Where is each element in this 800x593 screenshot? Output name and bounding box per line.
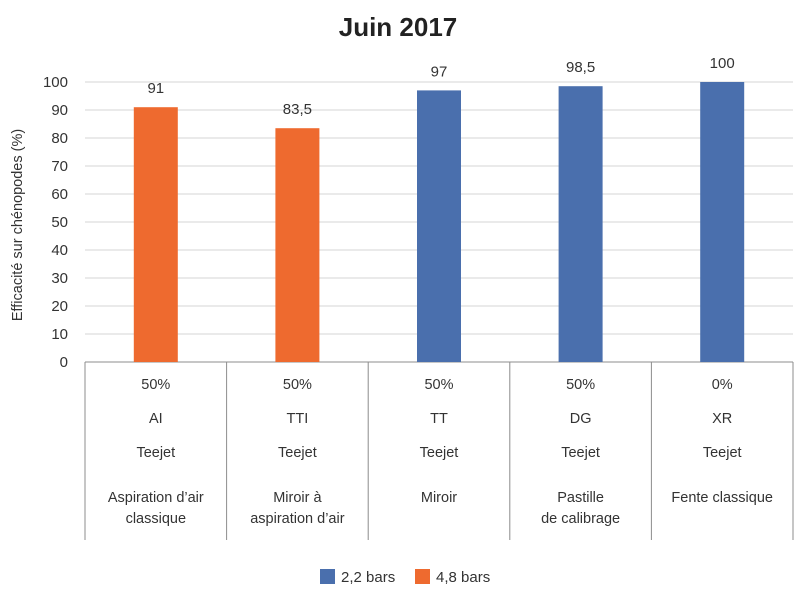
legend-label: 2,2 bars xyxy=(341,569,395,586)
y-tick-label: 30 xyxy=(51,270,68,287)
category-description: classique xyxy=(126,511,186,527)
y-tick-label: 50 xyxy=(51,214,68,231)
data-label: 97 xyxy=(431,63,448,80)
legend: 2,2 bars 4,8 bars xyxy=(320,569,490,586)
category-cell: Teejet xyxy=(278,445,317,461)
chart-title: Juin 2017 xyxy=(339,12,458,42)
y-tick-label: 70 xyxy=(51,158,68,175)
data-labels: 97 98,5 100 91 83,5 xyxy=(147,55,734,118)
category-cell: TTI xyxy=(287,411,309,427)
y-axis-title-group: Efficacité sur chénopodes (%) xyxy=(10,129,26,321)
y-tick-label: 60 xyxy=(51,186,68,203)
category-cell: DG xyxy=(570,411,592,427)
category-description: Pastille xyxy=(557,490,604,506)
legend-label: 4,8 bars xyxy=(436,569,490,586)
bar xyxy=(275,128,320,362)
y-tick-label: 100 xyxy=(43,74,68,91)
category-description: de calibrage xyxy=(541,511,620,527)
data-label: 98,5 xyxy=(566,59,595,76)
bar xyxy=(700,82,745,362)
category-cell: AI xyxy=(149,411,163,427)
category-description: Aspiration d’air xyxy=(108,490,204,506)
y-tick-label: 40 xyxy=(51,242,68,259)
y-axis-title: Efficacité sur chénopodes (%) xyxy=(10,129,26,321)
category-cell: Teejet xyxy=(703,445,742,461)
category-description: Miroir à xyxy=(273,490,322,506)
y-tick-label: 10 xyxy=(51,326,68,343)
bar xyxy=(417,90,461,363)
bar xyxy=(558,86,603,362)
y-tick-label: 90 xyxy=(51,102,68,119)
legend-swatch xyxy=(415,569,430,584)
data-label: 83,5 xyxy=(283,101,312,118)
category-table: 50% AI Teejet Aspiration d’air classique 50% T… xyxy=(84,362,794,540)
category-description: Miroir xyxy=(421,490,457,506)
data-label: 91 xyxy=(147,80,164,97)
category-cell: 0% xyxy=(712,377,733,393)
category-cell: 50% xyxy=(141,377,170,393)
data-label: 100 xyxy=(710,55,735,72)
category-cell: Teejet xyxy=(136,445,175,461)
category-cell: TT xyxy=(430,411,448,427)
category-cell: Teejet xyxy=(561,445,600,461)
category-description: Fente classique xyxy=(671,490,773,506)
category-description: aspiration d’air xyxy=(250,511,344,527)
category-cell: Teejet xyxy=(420,445,459,461)
category-cell: 50% xyxy=(283,377,312,393)
bars xyxy=(133,82,745,363)
category-cell: 50% xyxy=(566,377,595,393)
legend-swatch xyxy=(320,569,335,584)
y-tick-label: 80 xyxy=(51,130,68,147)
category-cell: 50% xyxy=(424,377,453,393)
bar xyxy=(133,107,178,362)
category-cell: XR xyxy=(712,411,732,427)
y-tick-label: 0 xyxy=(60,354,68,371)
y-tick-label: 20 xyxy=(51,298,68,315)
y-tick-labels: 0 10 20 30 40 50 60 70 80 90 100 xyxy=(43,74,68,371)
